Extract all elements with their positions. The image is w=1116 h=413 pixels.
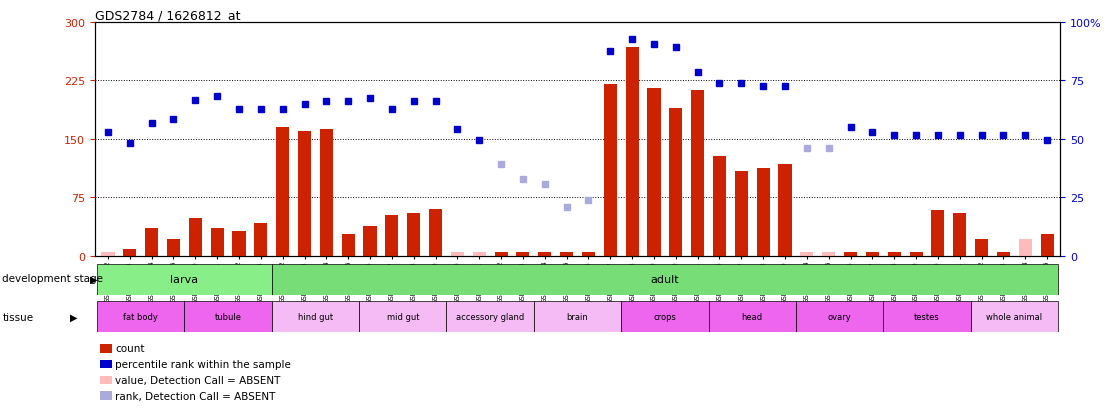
Bar (883, 301, 971, 332)
Bar (385, 216, 398, 256)
Bar (123, 250, 136, 256)
Text: crops: crops (654, 313, 676, 321)
Text: percentile rank within the sample: percentile rank within the sample (115, 359, 291, 369)
Bar (97, 264, 272, 295)
Text: ovary: ovary (828, 313, 852, 321)
Bar (298, 132, 311, 256)
Bar (189, 219, 202, 256)
Bar (910, 252, 923, 256)
Bar (254, 223, 268, 256)
Bar (359, 301, 446, 332)
Text: value, Detection Call = ABSENT: value, Detection Call = ABSENT (115, 375, 280, 385)
Bar (953, 213, 966, 256)
Bar (407, 213, 421, 256)
Text: testes: testes (914, 313, 940, 321)
Bar (757, 169, 770, 256)
Bar (1019, 239, 1032, 256)
Bar (102, 252, 115, 256)
Bar (320, 130, 333, 256)
Bar (184, 301, 272, 332)
Bar (932, 211, 944, 256)
Bar (581, 252, 595, 256)
Text: head: head (742, 313, 763, 321)
Bar (446, 301, 533, 332)
Bar (97, 301, 184, 332)
Text: adult: adult (651, 275, 680, 285)
Text: brain: brain (567, 313, 588, 321)
Text: mid gut: mid gut (386, 313, 418, 321)
Bar (517, 252, 529, 256)
Bar (272, 264, 1058, 295)
Bar (997, 252, 1010, 256)
Text: whole animal: whole animal (987, 313, 1042, 321)
Bar (1040, 234, 1054, 256)
Bar (272, 301, 359, 332)
Text: GDS2784 / 1626812_at: GDS2784 / 1626812_at (95, 9, 240, 21)
Bar (429, 209, 442, 256)
Bar (734, 172, 748, 256)
Bar (167, 239, 180, 256)
Text: rank, Detection Call = ABSENT: rank, Detection Call = ABSENT (115, 391, 276, 401)
Bar (622, 301, 709, 332)
Bar (796, 301, 883, 332)
Bar (232, 231, 246, 256)
Bar (975, 239, 988, 256)
Text: ▶: ▶ (70, 312, 78, 322)
Text: tissue: tissue (2, 312, 33, 322)
Text: accessory gland: accessory gland (456, 313, 525, 321)
Bar (626, 47, 638, 256)
Bar (713, 157, 727, 256)
Text: ▶: ▶ (90, 274, 98, 284)
Bar (844, 252, 857, 256)
Text: hind gut: hind gut (298, 313, 333, 321)
Text: count: count (115, 344, 144, 354)
Bar (971, 301, 1058, 332)
Bar (473, 252, 485, 256)
Bar (779, 164, 791, 256)
Bar (341, 234, 355, 256)
Bar (364, 226, 376, 256)
Bar (800, 252, 814, 256)
Text: development stage: development stage (2, 274, 104, 284)
Bar (670, 108, 682, 256)
Bar (647, 89, 661, 256)
Bar (866, 252, 879, 256)
Bar (451, 252, 464, 256)
Bar (211, 229, 223, 256)
Bar (538, 252, 551, 256)
Bar (604, 85, 617, 256)
Text: tubule: tubule (214, 313, 241, 321)
Text: fat body: fat body (123, 313, 158, 321)
Bar (533, 301, 622, 332)
Bar (494, 252, 508, 256)
Text: larva: larva (171, 275, 199, 285)
Bar (560, 252, 574, 256)
Bar (709, 301, 796, 332)
Bar (887, 252, 901, 256)
Bar (276, 128, 289, 256)
Bar (691, 91, 704, 256)
Bar (145, 229, 158, 256)
Bar (822, 252, 835, 256)
